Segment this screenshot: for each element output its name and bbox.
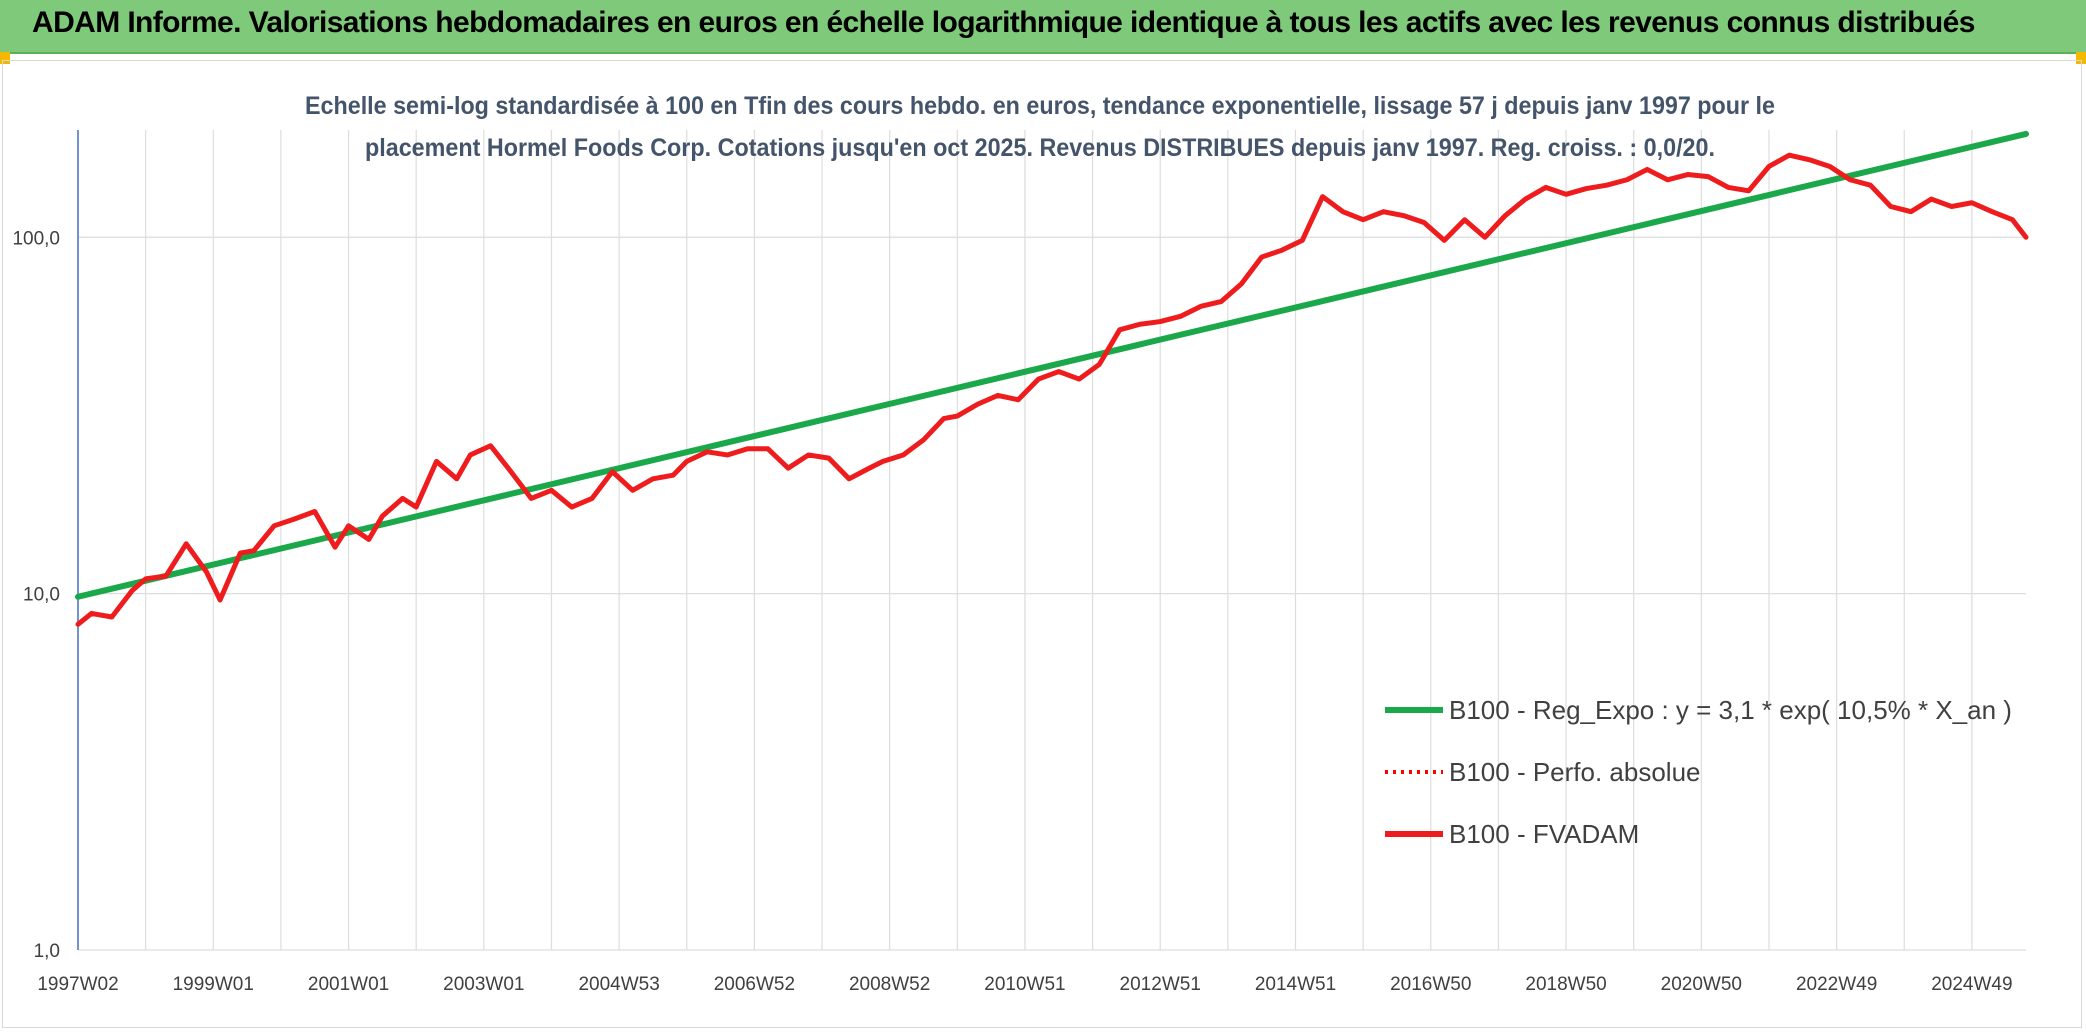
subtitle-line: Echelle semi-log standardisée à 100 en T… bbox=[305, 92, 1775, 120]
header-band: ADAM Informe. Valorisations hebdomadaire… bbox=[0, 0, 2086, 54]
x-tick-label: 1999W01 bbox=[173, 974, 254, 995]
series-group bbox=[75, 130, 2029, 627]
fvadam-line bbox=[75, 152, 2029, 627]
x-tick-label: 2016W50 bbox=[1390, 974, 1471, 995]
subtitle-line: placement Hormel Foods Corp. Cotations j… bbox=[365, 134, 1715, 162]
x-axis-labels: 1997W02 1999W01 2001W01 2003W01 2004W53 2006W… bbox=[37, 974, 2012, 995]
trend-line-reg-expo bbox=[75, 130, 2029, 600]
horizontal-gridlines bbox=[78, 236, 2026, 951]
x-tick-label: 2012W51 bbox=[1120, 974, 1201, 995]
x-tick-label: 2008W52 bbox=[849, 974, 930, 995]
x-tick-label: 1997W02 bbox=[37, 974, 118, 995]
x-tick-label: 2020W50 bbox=[1661, 974, 1742, 995]
x-tick-label: 2003W01 bbox=[443, 974, 524, 995]
legend-label: B100 - Reg_Expo : y = 3,1 * exp( 10,5% *… bbox=[1449, 695, 2012, 725]
y-tick-label: 10,0 bbox=[23, 585, 60, 606]
corner-marker-right bbox=[2076, 52, 2086, 64]
y-tick-label: 100,0 bbox=[12, 228, 60, 249]
x-tick-label: 2022W49 bbox=[1796, 974, 1877, 995]
chart-subtitle: Echelle semi-log standardisée à 100 en T… bbox=[305, 92, 1775, 162]
x-tick-label: 2004W53 bbox=[578, 974, 659, 995]
x-tick-label: 2024W49 bbox=[1931, 974, 2012, 995]
legend-label: B100 - FVADAM bbox=[1449, 819, 1639, 849]
legend-label: B100 - Perfo. absolue bbox=[1449, 757, 1701, 787]
y-axis-labels: 1,0 10,0 100,0 bbox=[12, 228, 60, 962]
page-title: ADAM Informe. Valorisations hebdomadaire… bbox=[32, 6, 1975, 39]
y-tick-label: 1,0 bbox=[34, 941, 60, 962]
x-tick-label: 2010W51 bbox=[984, 974, 1065, 995]
x-tick-label: 2006W52 bbox=[714, 974, 795, 995]
chart-frame bbox=[2, 60, 2082, 1028]
vertical-gridlines bbox=[77, 130, 1973, 950]
chart-legend: B100 - Reg_Expo : y = 3,1 * exp( 10,5% *… bbox=[1385, 695, 2012, 849]
corner-marker-left bbox=[0, 52, 10, 64]
x-tick-label: 2014W51 bbox=[1255, 974, 1336, 995]
x-tick-label: 2001W01 bbox=[308, 974, 389, 995]
x-tick-label: 2018W50 bbox=[1525, 974, 1606, 995]
